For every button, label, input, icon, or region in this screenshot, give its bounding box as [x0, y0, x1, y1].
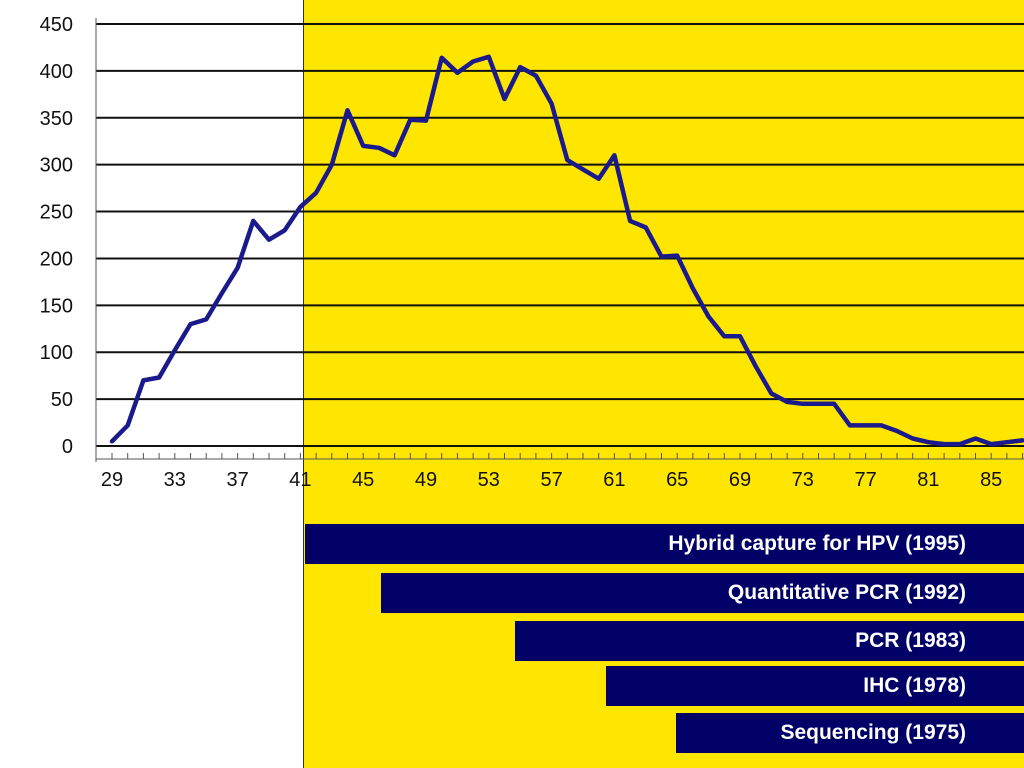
y-tick-label: 450	[40, 14, 73, 36]
data-point	[346, 108, 349, 112]
data-point	[895, 429, 899, 433]
x-tick-label: 85	[980, 469, 1002, 491]
data-point	[848, 423, 852, 427]
data-point	[722, 334, 726, 338]
data-point	[974, 436, 977, 440]
data-point	[738, 334, 742, 338]
data-point	[455, 71, 459, 75]
data-point	[141, 378, 145, 382]
data-point	[204, 317, 208, 321]
y-tick-label: 350	[40, 108, 73, 130]
timeline-bar-pcr: PCR (1983)	[515, 621, 1024, 661]
y-tick-label: 150	[40, 295, 73, 317]
data-point	[660, 255, 663, 259]
data-point	[1005, 440, 1009, 444]
data-point	[283, 228, 287, 232]
data-point	[157, 376, 161, 380]
data-point	[173, 348, 177, 352]
data-point	[832, 402, 836, 406]
y-tick-label: 300	[40, 155, 73, 177]
data-point	[267, 238, 271, 242]
data-point	[754, 364, 758, 368]
x-tick-label: 29	[101, 469, 123, 491]
data-point	[534, 74, 538, 78]
x-tick-label: 65	[666, 469, 688, 491]
data-point	[220, 291, 224, 295]
data-point	[330, 163, 334, 167]
y-tick-label: 100	[40, 342, 73, 364]
data-point	[989, 442, 993, 446]
x-tick-label: 33	[164, 469, 186, 491]
timeline-label: Sequencing (1975)	[780, 721, 966, 744]
timeline-bar-quantitative-pcr: Quantitative PCR (1992)	[381, 573, 1024, 613]
data-point	[487, 55, 491, 59]
y-tick-label: 200	[40, 248, 73, 270]
y-tick-label: 0	[62, 436, 73, 458]
data-point	[926, 440, 930, 444]
data-point	[942, 442, 946, 446]
data-point	[424, 119, 428, 123]
y-tick-label: 250	[40, 202, 73, 224]
x-tick-label: 69	[729, 469, 751, 491]
timeline-bar-sequencing: Sequencing (1975)	[676, 713, 1024, 753]
x-tick-label: 41	[289, 469, 311, 491]
data-point	[864, 423, 868, 427]
data-point	[801, 402, 805, 406]
data-point	[597, 177, 601, 181]
data-point	[675, 254, 679, 258]
data-point	[393, 153, 397, 157]
x-tick-label: 57	[540, 469, 562, 491]
data-point	[879, 423, 883, 427]
x-tick-label: 73	[792, 469, 814, 491]
data-point	[408, 118, 412, 122]
x-tick-label: 81	[917, 469, 939, 491]
data-point	[628, 219, 632, 223]
data-point	[550, 102, 554, 106]
x-tick-label: 37	[226, 469, 248, 491]
timeline-label: IHC (1978)	[863, 674, 966, 697]
x-tick-label: 61	[603, 469, 625, 491]
data-point	[126, 423, 130, 427]
x-tick-label: 49	[415, 469, 437, 491]
data-point	[958, 442, 962, 446]
line-chart: 0 50 100 150 200 250 300 350 400 450 29 33 37 41 45 49 5…	[40, 14, 1024, 491]
data-point	[440, 56, 444, 60]
data-point	[298, 205, 302, 209]
data-point	[612, 153, 616, 157]
data-point	[236, 266, 240, 270]
data-point	[785, 400, 789, 404]
timeline-label: Hybrid capture for HPV (1995)	[668, 532, 966, 555]
x-tick-label: 53	[478, 469, 500, 491]
data-point	[707, 315, 711, 319]
data-point	[769, 391, 773, 395]
data-point	[817, 402, 820, 406]
data-point	[189, 322, 192, 326]
data-point	[471, 60, 475, 64]
timeline-label: Quantitative PCR (1992)	[727, 581, 966, 604]
data-point	[644, 225, 648, 229]
data-point	[377, 146, 381, 150]
data-point	[1021, 438, 1024, 442]
timeline-bar-hybrid-capture: Hybrid capture for HPV (1995)	[305, 524, 1024, 564]
data-point	[110, 439, 114, 443]
x-tick-label: 45	[352, 469, 374, 491]
y-tick-label: 50	[51, 389, 73, 411]
x-tick-label: 77	[854, 469, 876, 491]
data-point	[314, 191, 318, 195]
data-point	[565, 158, 569, 162]
data-point	[251, 219, 255, 223]
data-point	[361, 144, 365, 148]
series-line	[109, 54, 1024, 447]
data-point	[691, 286, 695, 290]
data-point	[911, 436, 915, 440]
timeline-label: PCR (1983)	[855, 629, 966, 652]
timeline-bar-ihc: IHC (1978)	[606, 666, 1024, 706]
data-point	[581, 167, 585, 171]
data-point	[503, 97, 506, 101]
y-tick-label: 400	[40, 61, 73, 83]
data-point	[518, 65, 522, 69]
